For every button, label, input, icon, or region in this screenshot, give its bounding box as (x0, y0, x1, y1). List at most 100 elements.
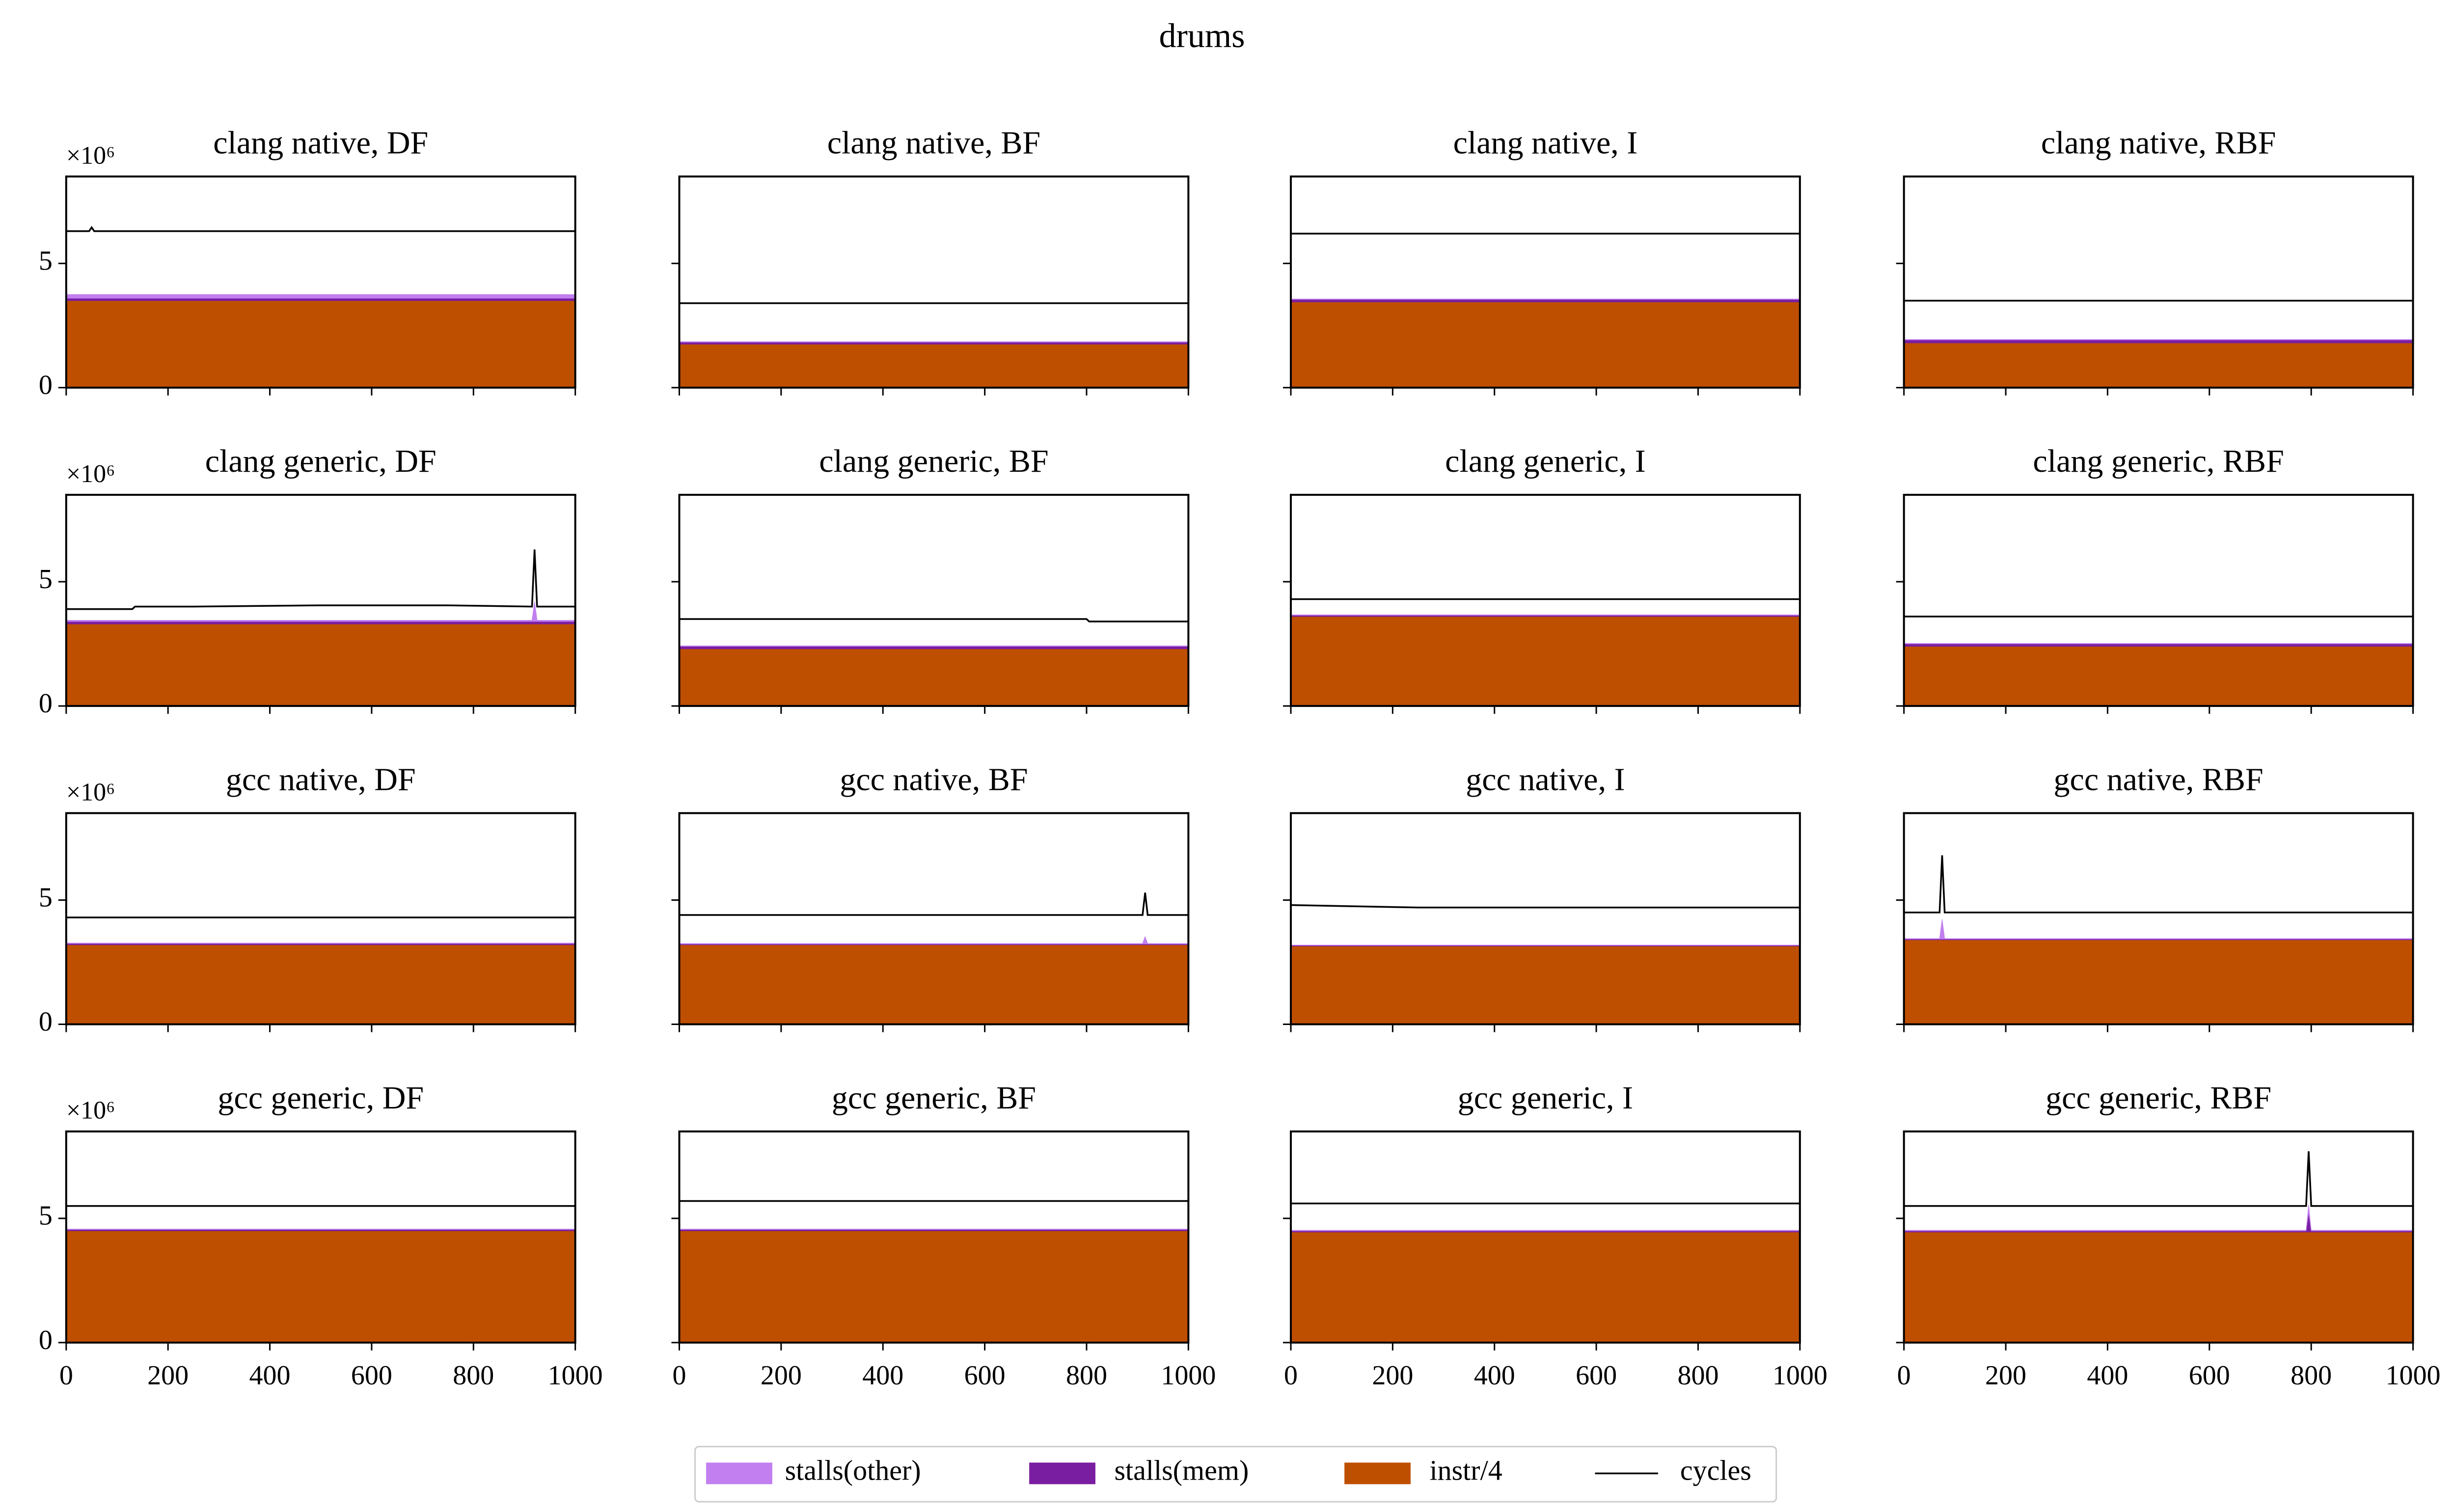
axes-frame (65, 175, 576, 389)
y-tick-label: 0 (39, 688, 53, 719)
area (1904, 939, 2414, 1025)
x-tick-label: 200 (1372, 1360, 1413, 1391)
x-tick-label: 800 (1677, 1360, 1718, 1391)
area (1904, 339, 2414, 340)
x-tick-label: 600 (351, 1360, 392, 1391)
area (679, 342, 1189, 345)
axes-frame (1903, 175, 2414, 389)
y-offset-label: ×10⁶ (66, 1097, 115, 1125)
y-tick-label: 5 (39, 564, 53, 594)
area (66, 943, 576, 944)
y-tick-label: 5 (39, 245, 53, 276)
area (1290, 616, 1800, 706)
x-tick-label: 600 (964, 1360, 1006, 1391)
y-tick-label: 0 (39, 1006, 53, 1037)
line (1904, 855, 2413, 914)
y-offset-label: ×10⁶ (66, 141, 115, 169)
area (679, 648, 1189, 706)
line (679, 618, 1189, 622)
area (679, 1230, 1189, 1343)
area (679, 646, 1189, 649)
x-tick-label: 0 (1897, 1360, 1911, 1391)
subplot-title: clang generic, BF (819, 443, 1048, 479)
subplot-title: gcc native, DF (226, 762, 416, 798)
subplot-title: gcc generic, DF (218, 1080, 424, 1116)
legend-frame (694, 1446, 1777, 1503)
line (66, 549, 575, 610)
x-tick-label: 200 (761, 1360, 802, 1391)
area (66, 294, 576, 298)
x-tick-label: 400 (2087, 1360, 2128, 1391)
y-tick-label: 5 (39, 882, 53, 913)
x-tick-label: 800 (453, 1360, 494, 1391)
area (66, 623, 576, 706)
area (66, 297, 576, 301)
x-tick-label: 800 (2291, 1360, 2332, 1391)
area (1904, 919, 2414, 940)
axes-frame (1289, 493, 1801, 707)
subplot-title: clang native, I (1453, 125, 1638, 161)
subplot-title: gcc generic, I (1458, 1080, 1633, 1116)
legend-swatch (1344, 1462, 1411, 1485)
area (66, 945, 576, 1025)
line (66, 226, 575, 232)
x-tick-label: 1000 (548, 1360, 603, 1391)
x-tick-label: 400 (862, 1360, 903, 1391)
legend-label: stalls(other) (785, 1455, 921, 1486)
axes-frame (1289, 1130, 1801, 1344)
subplot-title: gcc native, BF (840, 762, 1028, 798)
x-tick-label: 0 (59, 1360, 73, 1391)
axes-frame (1903, 493, 2414, 707)
x-tick-label: 0 (1284, 1360, 1298, 1391)
area (1290, 301, 1800, 388)
axes-frame (1903, 812, 2414, 1026)
legend-swatch (706, 1462, 772, 1485)
y-tick-label: 0 (39, 1325, 53, 1355)
area (1904, 1212, 2414, 1233)
subplot-title: clang native, BF (827, 125, 1040, 161)
x-tick-label: 1000 (1161, 1360, 1216, 1391)
area (66, 1230, 576, 1343)
x-tick-label: 800 (1066, 1360, 1107, 1391)
area (1290, 1232, 1800, 1343)
axes-frame (1289, 812, 1801, 1026)
axes-frame (65, 493, 576, 707)
subplot-title: clang native, DF (213, 125, 428, 161)
subplot-title: gcc generic, RBF (2046, 1080, 2271, 1116)
legend-label: instr/4 (1429, 1455, 1502, 1486)
x-tick-label: 0 (673, 1360, 686, 1391)
x-tick-label: 400 (249, 1360, 291, 1391)
x-tick-label: 600 (1576, 1360, 1617, 1391)
area (679, 646, 1189, 647)
y-tick-label: 5 (39, 1201, 53, 1231)
area (679, 1229, 1189, 1230)
line (1290, 904, 1800, 909)
area (1904, 339, 2414, 344)
y-tick-label: 0 (39, 370, 53, 401)
subplot-title: gcc native, I (1466, 762, 1625, 798)
x-tick-label: 200 (147, 1360, 189, 1391)
line (679, 892, 1189, 916)
area (1904, 1232, 2414, 1343)
area (66, 1229, 576, 1230)
subplot-title: clang generic, DF (205, 443, 436, 479)
legend: stalls(other) stalls(mem) instr/4 cycles (694, 1446, 1777, 1503)
y-offset-label: ×10⁶ (66, 460, 115, 488)
x-tick-label: 200 (1985, 1360, 2026, 1391)
y-offset-label: ×10⁶ (66, 778, 115, 806)
legend-label: stalls(mem) (1114, 1455, 1249, 1486)
axes-frame (65, 1130, 576, 1344)
axes-frame (1903, 1130, 2414, 1344)
x-tick-label: 400 (1474, 1360, 1515, 1391)
area (1904, 646, 2414, 706)
area (1904, 644, 2414, 647)
x-tick-label: 1000 (1773, 1360, 1828, 1391)
axes-frame (1289, 175, 1801, 389)
subplot-title: gcc native, RBF (2054, 762, 2264, 798)
x-tick-label: 1000 (2386, 1360, 2441, 1391)
subplot-title: gcc generic, BF (832, 1080, 1036, 1116)
area (1290, 945, 1800, 1025)
subplot-title: clang native, RBF (2041, 125, 2276, 161)
area (679, 945, 1189, 1025)
